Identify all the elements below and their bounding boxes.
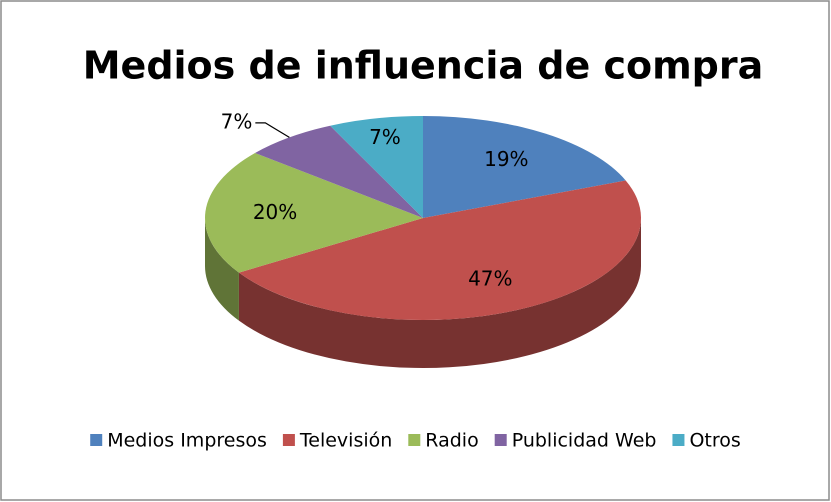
legend-swatch	[282, 434, 295, 446]
legend-swatch	[408, 434, 421, 446]
data-label: 20%	[253, 200, 297, 224]
data-label: 7%	[221, 109, 253, 133]
legend: Medios Impresos Televisión Radio Publicidad…	[90, 430, 741, 452]
pie-slice	[423, 116, 626, 218]
pie-slice	[238, 180, 642, 321]
pie-slice	[204, 152, 423, 273]
data-label: 47%	[468, 266, 512, 290]
legend-swatch	[494, 434, 507, 446]
data-label: 19%	[484, 147, 528, 171]
legend-swatch	[672, 434, 685, 446]
pie-slice	[330, 116, 423, 218]
leader-line	[255, 122, 290, 138]
pie-slice-side	[238, 218, 641, 368]
pie-slice-side	[205, 218, 239, 321]
legend-swatch	[90, 434, 103, 446]
pie-slice	[255, 125, 423, 218]
data-label: 7%	[369, 125, 401, 149]
chart-title: Medios de influencia de compra	[83, 44, 764, 88]
legend-label: Publicidad Web	[512, 430, 657, 452]
legend-label: Radio	[425, 430, 478, 452]
legend-label: Otros	[689, 430, 740, 452]
legend-label: Televisión	[299, 430, 392, 452]
legend-label: Medios Impresos	[107, 430, 267, 452]
